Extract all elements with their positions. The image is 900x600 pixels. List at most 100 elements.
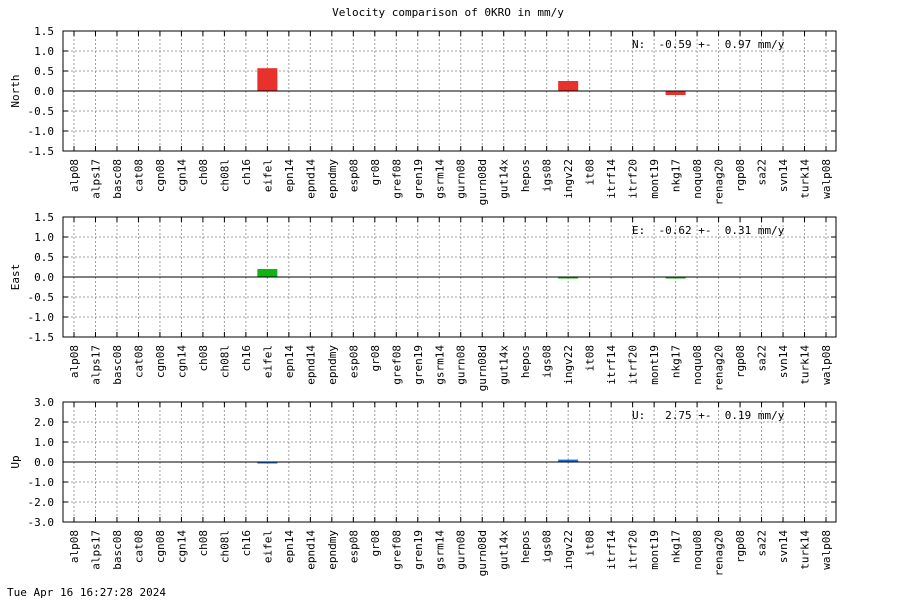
- x-tick-label: noqu08: [691, 345, 704, 385]
- chart-panels: 1.5 1.0 0.5 0.0 -0.5 -1.0 -1.5 alp08 alps17 basc0…: [9, 25, 837, 576]
- x-tick-label: igs08: [541, 530, 554, 563]
- x-tick-label: nkg17: [670, 530, 683, 563]
- x-tick-label: walp08: [820, 159, 833, 199]
- x-tick-label: ch08: [197, 345, 210, 372]
- x-tick-label: mont19: [648, 345, 661, 385]
- panel-annotation: U: 2.75 +- 0.19 mm/y: [632, 409, 785, 422]
- y-tick-label: 1.5: [34, 211, 54, 224]
- panel-north: 1.5 1.0 0.5 0.0 -0.5 -1.0 -1.5 alp08 alps17 basc0…: [9, 25, 837, 205]
- y-tick-label: -0.5: [28, 105, 55, 118]
- x-tick-label: eifel: [261, 345, 274, 378]
- x-tick-label: epnd14: [304, 345, 317, 385]
- y-tick-label: -1.0: [28, 125, 55, 138]
- x-tick-label: cat08: [132, 530, 145, 563]
- x-tick-label: it08: [584, 530, 597, 557]
- x-tick-label: alp08: [68, 159, 81, 192]
- x-tick-label: alp08: [68, 530, 81, 563]
- plot-frame: [62, 30, 837, 152]
- x-tick-label: noqu08: [691, 530, 704, 570]
- x-tick-label: gr08: [369, 159, 382, 186]
- x-tick-label: rgp08: [734, 159, 747, 192]
- x-tick-label: gurn08: [455, 345, 468, 385]
- x-tick-label: svn14: [777, 530, 790, 563]
- x-tick-label: epn14: [283, 530, 296, 563]
- x-tick-label: gren19: [412, 530, 425, 570]
- x-tick-label: cgn14: [175, 159, 188, 192]
- panel-up: 3.0 2.0 1.0 0.0 -1.0 -2.0 -3.0 alp08 alps17 basc0…: [9, 396, 837, 576]
- x-tick-label: turk14: [799, 159, 812, 199]
- x-tick-label: cgn08: [154, 159, 167, 192]
- x-tick-label: nkg17: [670, 345, 683, 378]
- x-tick-label: basc08: [111, 345, 124, 385]
- bar-north-eifel: [257, 68, 278, 91]
- timestamp-footer: Tue Apr 16 16:27:28 2024: [7, 586, 166, 599]
- bar-north-nkg17: [665, 91, 686, 95]
- x-tick-label: itrf14: [605, 345, 618, 385]
- x-tick-label: ingv22: [562, 530, 575, 570]
- x-tick-label: esp08: [347, 530, 360, 563]
- x-tick-label: gren19: [412, 345, 425, 385]
- x-tick-label: epnd14: [304, 159, 317, 199]
- x-tick-label: epndmy: [326, 159, 339, 199]
- x-tick-label: mont19: [648, 530, 661, 570]
- y-tick-label: 0.5: [34, 251, 54, 264]
- x-tick-label: rgp08: [734, 345, 747, 378]
- plot-frame: [62, 216, 837, 338]
- x-tick-label: gren19: [412, 159, 425, 199]
- x-tick-label: gref08: [390, 345, 403, 385]
- x-tick-label: alps17: [89, 530, 102, 570]
- x-tick-label: gsrm14: [433, 345, 446, 385]
- x-tick-label: it08: [584, 345, 597, 372]
- x-tick-label: cat08: [132, 345, 145, 378]
- x-tick-label: gsrm14: [433, 159, 446, 199]
- x-tick-label: igs08: [541, 345, 554, 378]
- x-tick-label: eifel: [261, 159, 274, 192]
- x-tick-label: renag20: [713, 530, 726, 576]
- bar-east-eifel: [257, 269, 278, 277]
- x-tick-label: gut14x: [498, 345, 511, 385]
- x-tick-label: ch16: [240, 159, 253, 186]
- y-tick-label: -1.5: [28, 331, 55, 344]
- x-tick-label: gurn08d: [476, 159, 489, 205]
- x-tick-label: it08: [584, 159, 597, 186]
- x-tick-label: alps17: [89, 345, 102, 385]
- x-tick-label: epndmy: [326, 345, 339, 385]
- x-tick-label: igs08: [541, 159, 554, 192]
- x-tick-label: gsrm14: [433, 530, 446, 570]
- x-tick-label: ch08l: [218, 530, 231, 563]
- x-tick-label: gr08: [369, 530, 382, 557]
- x-tick-label: renag20: [713, 159, 726, 205]
- x-tick-label: rgp08: [734, 530, 747, 563]
- panel-annotation: N: -0.59 +- 0.97 mm/y: [632, 38, 785, 51]
- x-tick-label: gut14x: [498, 159, 511, 199]
- x-tick-label: esp08: [347, 159, 360, 192]
- bar-up-eifel: [257, 462, 278, 464]
- x-tick-label: ch16: [240, 530, 253, 557]
- x-tick-label: ch08l: [218, 345, 231, 378]
- x-tick-label: itrf20: [627, 530, 640, 570]
- y-axis-label: East: [9, 264, 22, 291]
- y-tick-label: 1.5: [34, 25, 54, 38]
- y-tick-label: 2.0: [34, 416, 54, 429]
- chart-title: Velocity comparison of 0KRO in mm/y: [332, 6, 564, 19]
- plot-frame: [62, 401, 837, 523]
- x-tick-label: ch16: [240, 345, 253, 372]
- x-tick-label: esp08: [347, 345, 360, 378]
- x-tick-label: turk14: [799, 530, 812, 570]
- x-tick-label: walp08: [820, 530, 833, 570]
- x-tick-label: hepos: [519, 530, 532, 563]
- x-tick-label: ingv22: [562, 159, 575, 199]
- x-tick-label: gr08: [369, 345, 382, 372]
- y-axis-label: Up: [9, 455, 22, 468]
- y-tick-label: -1.0: [28, 476, 55, 489]
- x-tick-label: alp08: [68, 345, 81, 378]
- x-tick-label: basc08: [111, 159, 124, 199]
- x-tick-label: alps17: [89, 159, 102, 199]
- y-tick-label: 0.0: [34, 456, 54, 469]
- x-tick-label: epn14: [283, 345, 296, 378]
- y-tick-label: -3.0: [28, 516, 55, 529]
- panel-annotation: E: -0.62 +- 0.31 mm/y: [632, 224, 785, 237]
- y-tick-label: -0.5: [28, 291, 55, 304]
- x-tick-label: epndmy: [326, 530, 339, 570]
